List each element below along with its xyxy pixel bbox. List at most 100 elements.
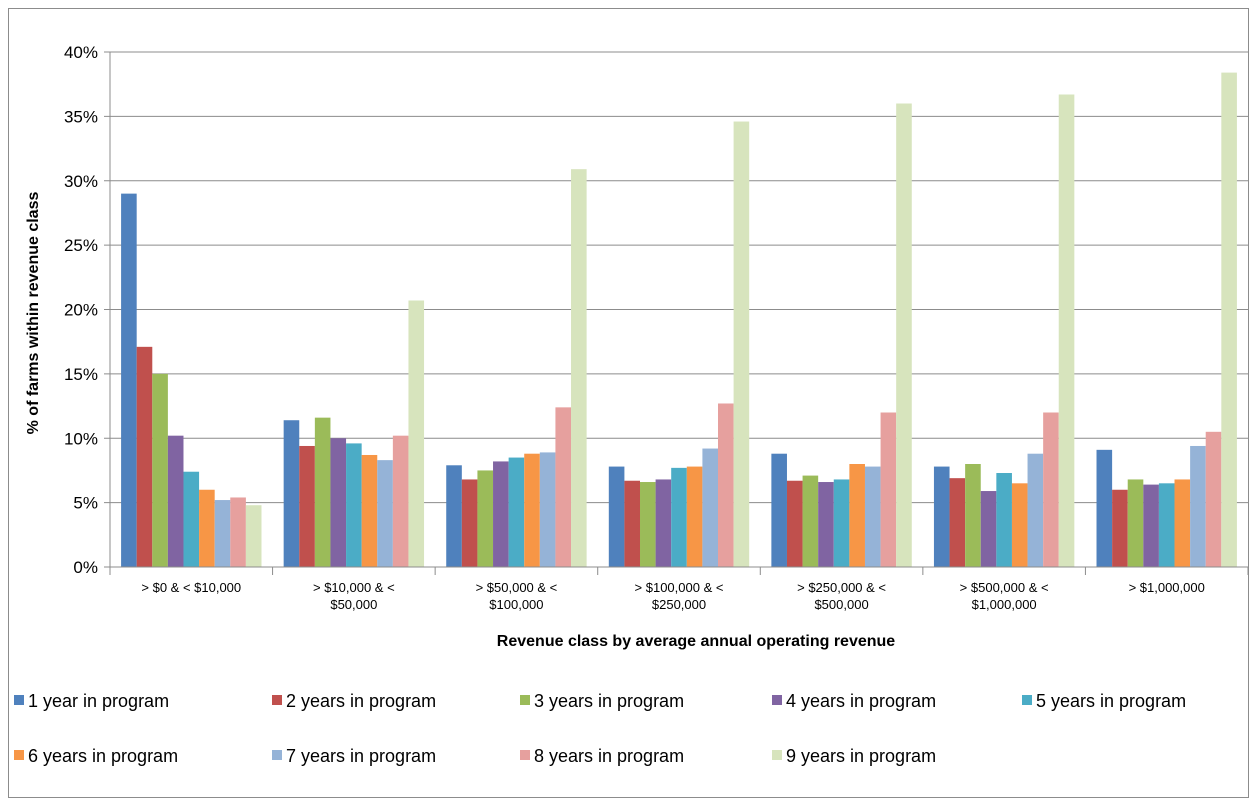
bar — [771, 453, 787, 567]
bar — [199, 489, 215, 567]
bars — [121, 72, 1237, 568]
x-category-label: > $1,000,000 — [1129, 580, 1205, 595]
x-axis-title: Revenue class by average annual operatin… — [497, 633, 895, 650]
legend-label: 5 years in program — [1036, 691, 1186, 711]
bar — [655, 479, 672, 567]
bar — [608, 466, 625, 567]
bar — [214, 500, 231, 567]
x-category-label: $500,000 — [814, 597, 868, 612]
bar — [818, 482, 834, 567]
bar — [346, 443, 362, 567]
x-category-label: > $10,000 & < — [313, 580, 395, 595]
bar — [965, 464, 981, 567]
bar — [477, 470, 494, 567]
bar — [152, 373, 168, 567]
bar — [299, 445, 315, 567]
bar — [1174, 479, 1191, 567]
bar — [446, 465, 462, 567]
bar — [980, 491, 997, 567]
bar — [1112, 489, 1128, 567]
x-category-label: > $250,000 & < — [797, 580, 886, 595]
bar — [1027, 453, 1044, 567]
bar — [377, 460, 393, 567]
y-tick-label: 10% — [64, 429, 98, 448]
legend-swatch — [520, 750, 530, 760]
x-category-label: $50,000 — [330, 597, 377, 612]
legend-swatch — [772, 750, 782, 760]
x-category-label: > $0 & < $10,000 — [141, 580, 241, 595]
bar — [1096, 449, 1113, 567]
bar — [283, 420, 300, 567]
x-category-label: > $500,000 & < — [960, 580, 1049, 595]
x-category-label: $100,000 — [489, 597, 543, 612]
legend-swatch — [14, 750, 24, 760]
y-tick-label: 5% — [73, 494, 98, 513]
legend-label: 3 years in program — [534, 691, 684, 711]
x-category-label: $1,000,000 — [972, 597, 1037, 612]
bar — [230, 497, 246, 567]
legend: 1 year in program 2 years in program 3 yea… — [14, 691, 1186, 766]
bar — [121, 193, 137, 567]
bar — [949, 478, 966, 567]
legend-label: 1 year in program — [28, 691, 169, 711]
bar — [1143, 484, 1159, 567]
bar — [361, 454, 378, 567]
bar — [1043, 412, 1059, 567]
bar — [802, 475, 819, 567]
bar — [1221, 72, 1237, 567]
bar — [408, 300, 425, 567]
bar — [330, 438, 347, 567]
bar — [996, 473, 1012, 567]
bar — [1158, 483, 1175, 567]
legend-swatch — [1022, 695, 1032, 705]
bar — [183, 471, 200, 567]
x-category-label: > $100,000 & < — [635, 580, 724, 595]
bar — [508, 457, 525, 567]
legend-label: 2 years in program — [286, 691, 436, 711]
bar — [136, 346, 153, 567]
bar — [718, 403, 734, 567]
legend-swatch — [772, 695, 782, 705]
bar — [896, 103, 912, 567]
bar — [1205, 431, 1222, 567]
bar — [314, 417, 331, 567]
bar — [555, 407, 572, 567]
y-tick-label: 0% — [73, 558, 98, 577]
bar — [640, 482, 656, 567]
bar — [933, 466, 950, 567]
x-axis-categories: > $0 & < $10,000 > $10,000 & < $50,000 > $5… — [109, 566, 1249, 612]
bar — [849, 464, 865, 567]
bar — [1011, 483, 1028, 567]
y-axis-ticks: 0% 5% 10% 15% 20% 25% 30% 35% 40% — [64, 43, 98, 577]
bar — [167, 435, 184, 567]
bar — [493, 461, 509, 567]
legend-label: 4 years in program — [786, 691, 936, 711]
bar — [702, 448, 718, 567]
legend-swatch — [520, 695, 530, 705]
y-tick-label: 35% — [64, 107, 98, 126]
bar — [833, 479, 850, 567]
bar — [671, 467, 687, 567]
bar — [571, 169, 587, 567]
bar — [524, 453, 540, 567]
legend-label: 9 years in program — [786, 746, 936, 766]
bar — [245, 505, 262, 567]
legend-swatch — [272, 695, 282, 705]
legend-label: 6 years in program — [28, 746, 178, 766]
legend-label: 8 years in program — [534, 746, 684, 766]
bar — [1058, 94, 1075, 568]
bar — [864, 466, 881, 567]
x-category-label: > $50,000 & < — [476, 580, 558, 595]
y-tick-label: 25% — [64, 236, 98, 255]
bar — [539, 452, 556, 567]
y-axis-title: % of farms within revenue class — [25, 192, 42, 435]
y-tick-label: 30% — [64, 172, 98, 191]
bar — [461, 479, 478, 567]
y-tick-label: 40% — [64, 43, 98, 62]
legend-swatch — [14, 695, 24, 705]
legend-label: 7 years in program — [286, 746, 436, 766]
y-tick-label: 20% — [64, 301, 98, 320]
bar — [624, 480, 640, 567]
bar — [1127, 479, 1144, 567]
